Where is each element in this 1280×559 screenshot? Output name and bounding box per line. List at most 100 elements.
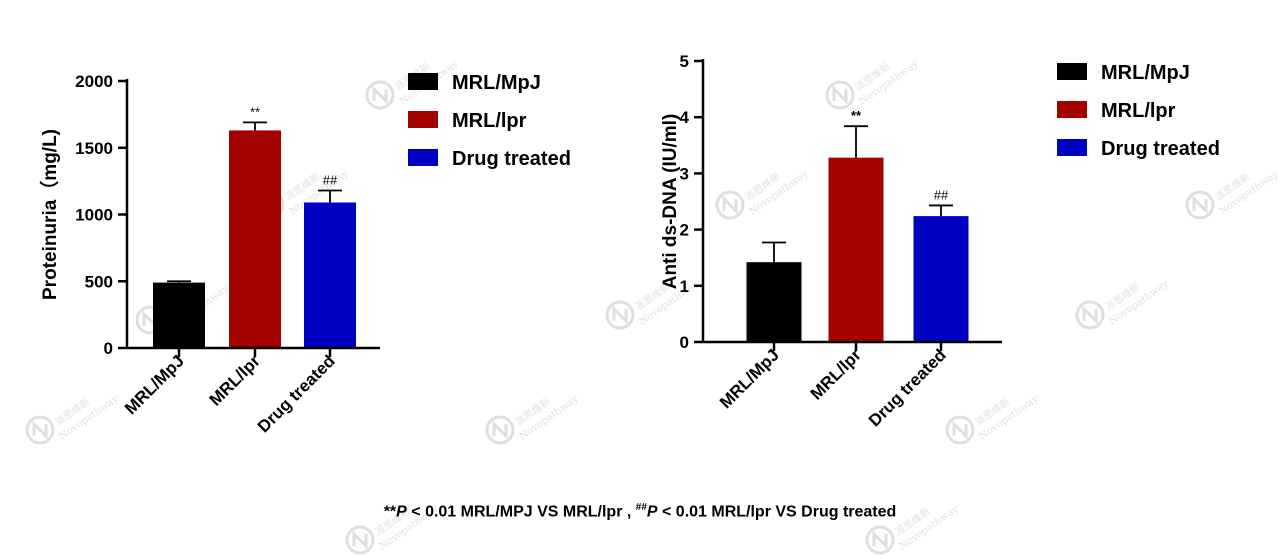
y-tick-label: 0 [680, 333, 689, 352]
footnote-p2: P [646, 503, 658, 521]
y-axis-title: Anti ds-DNA (IU/ml) [660, 114, 681, 290]
y-tick-label: 500 [85, 272, 113, 291]
significance-label: ** [851, 108, 862, 123]
x-tick-label: Drug treated [865, 345, 950, 430]
watermark-logo-icon [715, 190, 745, 220]
y-tick-label: 2000 [75, 72, 113, 91]
significance-label: ## [323, 172, 338, 187]
footnote-star-mark: ** [383, 503, 397, 521]
legend-label: Drug treated [452, 148, 571, 170]
watermark-logo-icon [25, 415, 55, 445]
watermark-logo-icon [365, 80, 395, 110]
legend-swatch [1057, 139, 1087, 156]
watermark-logo-ring [605, 300, 635, 330]
legend-swatch [408, 149, 438, 166]
x-tick-label: Drug treated [254, 351, 339, 436]
bar-1 [153, 282, 205, 348]
legend-label: MRL/lpr [452, 110, 527, 132]
significance-label: ** [250, 104, 260, 119]
watermark-logo-mark [952, 420, 968, 440]
error-bar-3 [929, 204, 953, 217]
watermark-logo-mark [372, 85, 388, 105]
legend-label: Drug treated [1101, 138, 1220, 160]
watermark-logo-ring [945, 415, 975, 445]
watermark-logo-ring [1075, 300, 1105, 330]
x-tick-label: MRL/lpr [807, 345, 865, 403]
y-tick-label: 0 [104, 339, 113, 358]
watermark-logo-ring [485, 415, 515, 445]
y-tick-label: 3 [680, 164, 689, 183]
legend-label: MRL/MpJ [452, 72, 541, 94]
watermark-logo-icon [345, 525, 375, 555]
footnote-text2: < 0.01 MRL/lpr VS Drug treated [657, 503, 897, 521]
watermark-logo-icon [945, 415, 975, 445]
error-bar-3 [318, 189, 342, 203]
error-bar-1 [762, 241, 786, 263]
watermark-logo-ring [715, 190, 745, 220]
legend-swatch [408, 73, 438, 90]
bar-3 [304, 202, 356, 348]
x-tick-label: MRL/MpJ [716, 345, 783, 412]
watermark-logo-ring [865, 525, 895, 555]
footnote-hash-mark: ## [635, 502, 647, 513]
watermark-logo-icon [1185, 190, 1215, 220]
watermark-logo-mark [352, 530, 368, 550]
watermark-logo-ring [25, 415, 55, 445]
watermark-logo-icon [1075, 300, 1105, 330]
error-bar-2 [844, 125, 868, 158]
x-tick-label: MRL/lpr [206, 351, 264, 409]
significance-footnote: **P < 0.01 MRL/MPJ VS MRL/lpr , ##P < 0.… [0, 502, 1280, 521]
watermark-logo-mark [832, 85, 848, 105]
watermark-logo-ring [345, 525, 375, 555]
watermark-logo-icon [825, 80, 855, 110]
legend-swatch [408, 111, 438, 128]
watermark-logo-icon [605, 300, 635, 330]
y-tick-label: 5 [680, 52, 689, 71]
watermark-logo-mark [1082, 305, 1098, 325]
footnote-p1: P [396, 503, 407, 521]
footnote-text1: < 0.01 MRL/MPJ VS MRL/lpr , [406, 503, 636, 521]
legend-swatch [1057, 63, 1087, 80]
y-tick-label: 1000 [75, 206, 113, 225]
error-bar-2 [243, 121, 267, 131]
error-bar-1 [167, 280, 191, 283]
watermark-logo-icon [865, 525, 895, 555]
watermark-logo-ring [825, 80, 855, 110]
watermark-logo-mark [872, 530, 888, 550]
x-tick-label: MRL/MpJ [121, 351, 188, 418]
legend-label: MRL/MpJ [1101, 62, 1190, 84]
watermark-logo-icon [485, 415, 515, 445]
watermark-logo-mark [1192, 195, 1208, 215]
y-tick-label: 2 [680, 221, 689, 240]
legend-swatch [1057, 101, 1087, 118]
y-axis-title: Proteinuria（mg/L) [38, 129, 61, 300]
y-tick-label: 1500 [75, 139, 113, 158]
watermark-logo-mark [32, 420, 48, 440]
y-tick-label: 4 [680, 108, 690, 127]
watermark-logo-ring [1185, 190, 1215, 220]
bar-2 [828, 157, 884, 342]
legend: MRL/MpJ MRL/lpr Drug treated [408, 72, 571, 170]
watermark-logo-mark [612, 305, 628, 325]
bar-2 [229, 130, 281, 348]
watermark-logo-mark [492, 420, 508, 440]
bar-1 [746, 262, 802, 342]
legend: MRL/MpJ MRL/lpr Drug treated [1057, 62, 1220, 160]
watermark-logo-mark [722, 195, 738, 215]
bar-3 [913, 216, 969, 342]
y-tick-label: 1 [680, 277, 689, 296]
significance-label: ## [934, 187, 949, 202]
watermark-logo-ring [365, 80, 395, 110]
legend-label: MRL/lpr [1101, 100, 1176, 122]
